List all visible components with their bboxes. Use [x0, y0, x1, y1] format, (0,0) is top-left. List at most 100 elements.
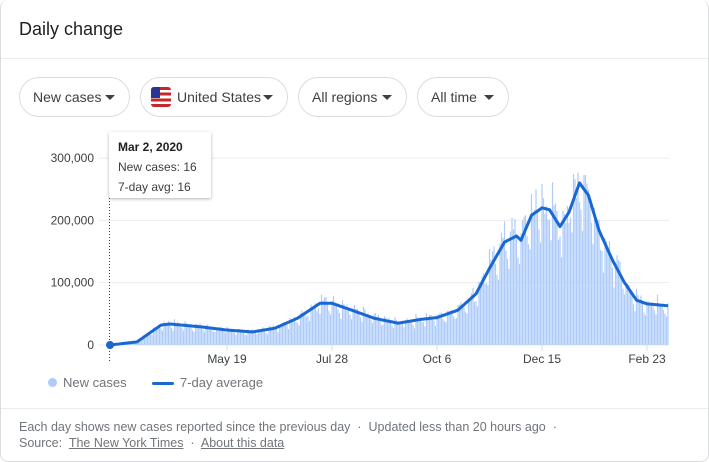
- new-cases-bar: [254, 332, 257, 345]
- new-cases-bar: [143, 334, 146, 345]
- new-cases-bar: [433, 320, 435, 345]
- new-cases-bar: [497, 279, 500, 345]
- location-dropdown[interactable]: United States: [140, 77, 288, 117]
- new-cases-bar: [445, 322, 447, 345]
- new-cases-bar: [371, 322, 374, 345]
- new-cases-bar: [226, 326, 228, 345]
- new-cases-bar: [205, 325, 207, 345]
- new-cases-bar: [385, 317, 387, 345]
- new-cases-bar: [199, 323, 201, 345]
- new-cases-bar: [209, 326, 212, 345]
- new-cases-bar: [229, 329, 231, 345]
- new-cases-bar: [448, 310, 450, 345]
- source-link[interactable]: The New York Times: [68, 436, 184, 450]
- new-cases-bar: [658, 304, 660, 345]
- new-cases-bar: [170, 327, 173, 345]
- new-cases-bar: [586, 183, 588, 345]
- new-cases-bar: [589, 205, 591, 345]
- new-cases-bar: [361, 321, 363, 345]
- new-cases-bar: [536, 211, 539, 345]
- new-cases-bar: [397, 324, 399, 345]
- new-cases-bar: [424, 326, 426, 345]
- new-cases-bar: [610, 253, 612, 345]
- x-tick-label: Dec 15: [523, 352, 561, 366]
- new-cases-bar: [388, 317, 390, 345]
- new-cases-bar: [404, 320, 407, 345]
- daily-cases-chart[interactable]: 0 100,000 200,000 300,000 May 19 Jul 28 Oct 6 D…: [1, 0, 709, 400]
- new-cases-bar: [425, 313, 428, 345]
- metric-dropdown[interactable]: New cases: [19, 77, 130, 117]
- new-cases-bar: [631, 294, 633, 345]
- new-cases-bar: [313, 305, 315, 345]
- new-cases-bar: [647, 301, 650, 345]
- new-cases-bar: [184, 321, 186, 345]
- new-cases-bar: [293, 317, 296, 345]
- new-cases-bar: [602, 272, 605, 345]
- new-cases-bar: [364, 309, 366, 345]
- line-icon: [152, 382, 174, 386]
- new-cases-bar: [616, 255, 618, 345]
- new-cases-bar: [562, 210, 564, 345]
- new-cases-bar: [256, 334, 258, 345]
- new-cases-bar: [481, 276, 483, 345]
- new-cases-bar: [277, 332, 279, 345]
- new-cases-bar: [409, 320, 411, 345]
- new-cases-bar: [289, 318, 291, 345]
- new-cases-bar: [580, 209, 582, 345]
- new-cases-bar: [499, 243, 501, 345]
- new-cases-bar: [239, 329, 242, 345]
- new-cases-bar: [583, 175, 585, 345]
- new-cases-bar: [581, 231, 584, 345]
- new-cases-bar: [446, 310, 449, 345]
- new-cases-bar: [163, 321, 165, 345]
- new-cases-bar: [224, 332, 227, 345]
- new-cases-bar: [335, 304, 338, 345]
- legend-new-cases: New cases: [48, 375, 127, 390]
- time-range-dropdown[interactable]: All time: [417, 77, 509, 117]
- legend-label: New cases: [63, 375, 127, 390]
- new-cases-bar: [400, 323, 402, 345]
- new-cases-bar: [304, 312, 306, 345]
- new-cases-bar: [493, 246, 495, 345]
- new-cases-bar: [637, 295, 639, 345]
- seven-day-average-line: [109, 181, 669, 347]
- x-tick-label: May 19: [207, 352, 247, 366]
- new-cases-bar: [262, 327, 264, 345]
- new-cases-bar: [398, 321, 401, 345]
- new-cases-bar: [227, 328, 230, 345]
- new-cases-bar: [415, 313, 417, 345]
- new-cases-bar: [248, 330, 251, 345]
- new-cases-bar: [458, 304, 461, 345]
- new-cases-bar: [478, 281, 480, 345]
- new-cases-bar: [443, 321, 446, 345]
- new-cases-bar: [473, 302, 476, 345]
- new-cases-bar: [625, 282, 627, 345]
- new-cases-bar: [449, 311, 452, 345]
- new-cases-bar: [550, 240, 552, 345]
- metric-label: New cases: [33, 89, 102, 105]
- new-cases-bar: [326, 304, 329, 345]
- new-cases-bar: [182, 330, 185, 345]
- new-cases-bar: [154, 327, 156, 345]
- new-cases-bar: [538, 229, 540, 345]
- region-dropdown[interactable]: All regions: [298, 77, 407, 117]
- new-cases-bar: [604, 237, 606, 345]
- new-cases-bar: [410, 322, 413, 345]
- new-cases-bar: [233, 333, 236, 345]
- new-cases-bar: [548, 220, 551, 345]
- new-cases-bar: [269, 326, 272, 345]
- new-cases-bar: [172, 330, 174, 345]
- y-tick-label: 300,000: [51, 151, 95, 165]
- new-cases-bar: [140, 340, 143, 345]
- new-cases-bar: [298, 325, 300, 345]
- new-cases-bar: [640, 295, 642, 345]
- new-cases-bar: [437, 314, 440, 345]
- new-cases-bar: [649, 305, 651, 345]
- new-cases-bar: [178, 322, 180, 345]
- new-cases-bar: [542, 198, 545, 345]
- new-cases-bar: [503, 221, 506, 345]
- new-cases-bar: [179, 326, 182, 345]
- new-cases-bar: [380, 325, 383, 345]
- new-cases-bar: [230, 330, 233, 345]
- about-data-link[interactable]: About this data: [200, 436, 285, 450]
